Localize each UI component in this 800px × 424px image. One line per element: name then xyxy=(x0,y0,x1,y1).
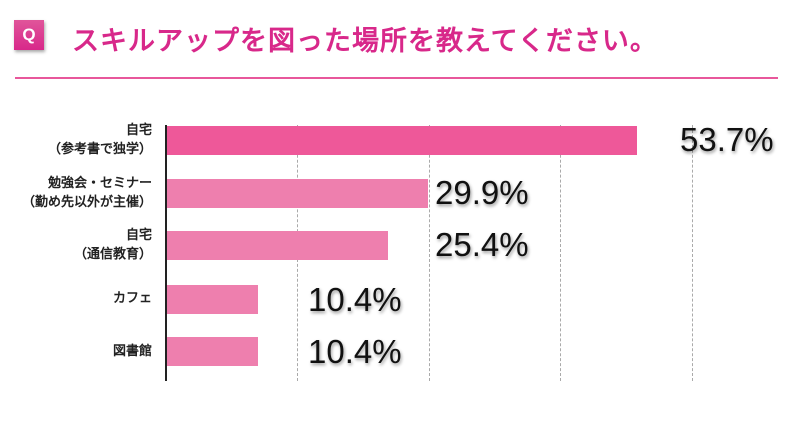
category-label-line1: 勉強会・セミナー xyxy=(47,176,152,191)
bar-seminar xyxy=(166,179,428,208)
category-label: 自宅 （通信教育） xyxy=(74,226,152,264)
category-label: 図書館 xyxy=(113,342,152,361)
title-divider xyxy=(15,77,778,79)
category-label-line2: （勤め先以外が主催） xyxy=(21,195,152,210)
question-badge: Q xyxy=(14,20,44,50)
value-label: 53.7% xyxy=(680,121,774,158)
gridline-45 xyxy=(560,125,561,381)
page-title: スキルアップを図った場所を教えてください。 xyxy=(72,26,658,57)
gridline-30 xyxy=(429,125,430,381)
category-label: カフェ xyxy=(113,289,152,308)
value-label: 25.4% xyxy=(435,226,529,263)
value-label: 10.4% xyxy=(308,281,402,318)
category-label-line2: （通信教育） xyxy=(73,247,152,262)
bar-cafe xyxy=(166,285,258,314)
gridline-60 xyxy=(692,125,693,381)
category-label: 自宅 （参考書で独学） xyxy=(48,121,152,159)
bar-self-study-books xyxy=(166,126,637,155)
category-label-line1: カフェ xyxy=(112,291,152,306)
y-axis xyxy=(165,125,167,381)
bar-correspondence xyxy=(166,231,388,260)
category-label-line1: 自宅 xyxy=(125,123,152,138)
value-label: 29.9% xyxy=(435,174,529,211)
value-label: 10.4% xyxy=(308,333,402,370)
category-label: 勉強会・セミナー （勤め先以外が主催） xyxy=(22,174,152,212)
bar-library xyxy=(166,337,258,366)
category-label-line2: （参考書で独学） xyxy=(47,142,152,157)
category-label-line1: 自宅 xyxy=(125,228,152,243)
category-label-line1: 図書館 xyxy=(112,344,152,359)
